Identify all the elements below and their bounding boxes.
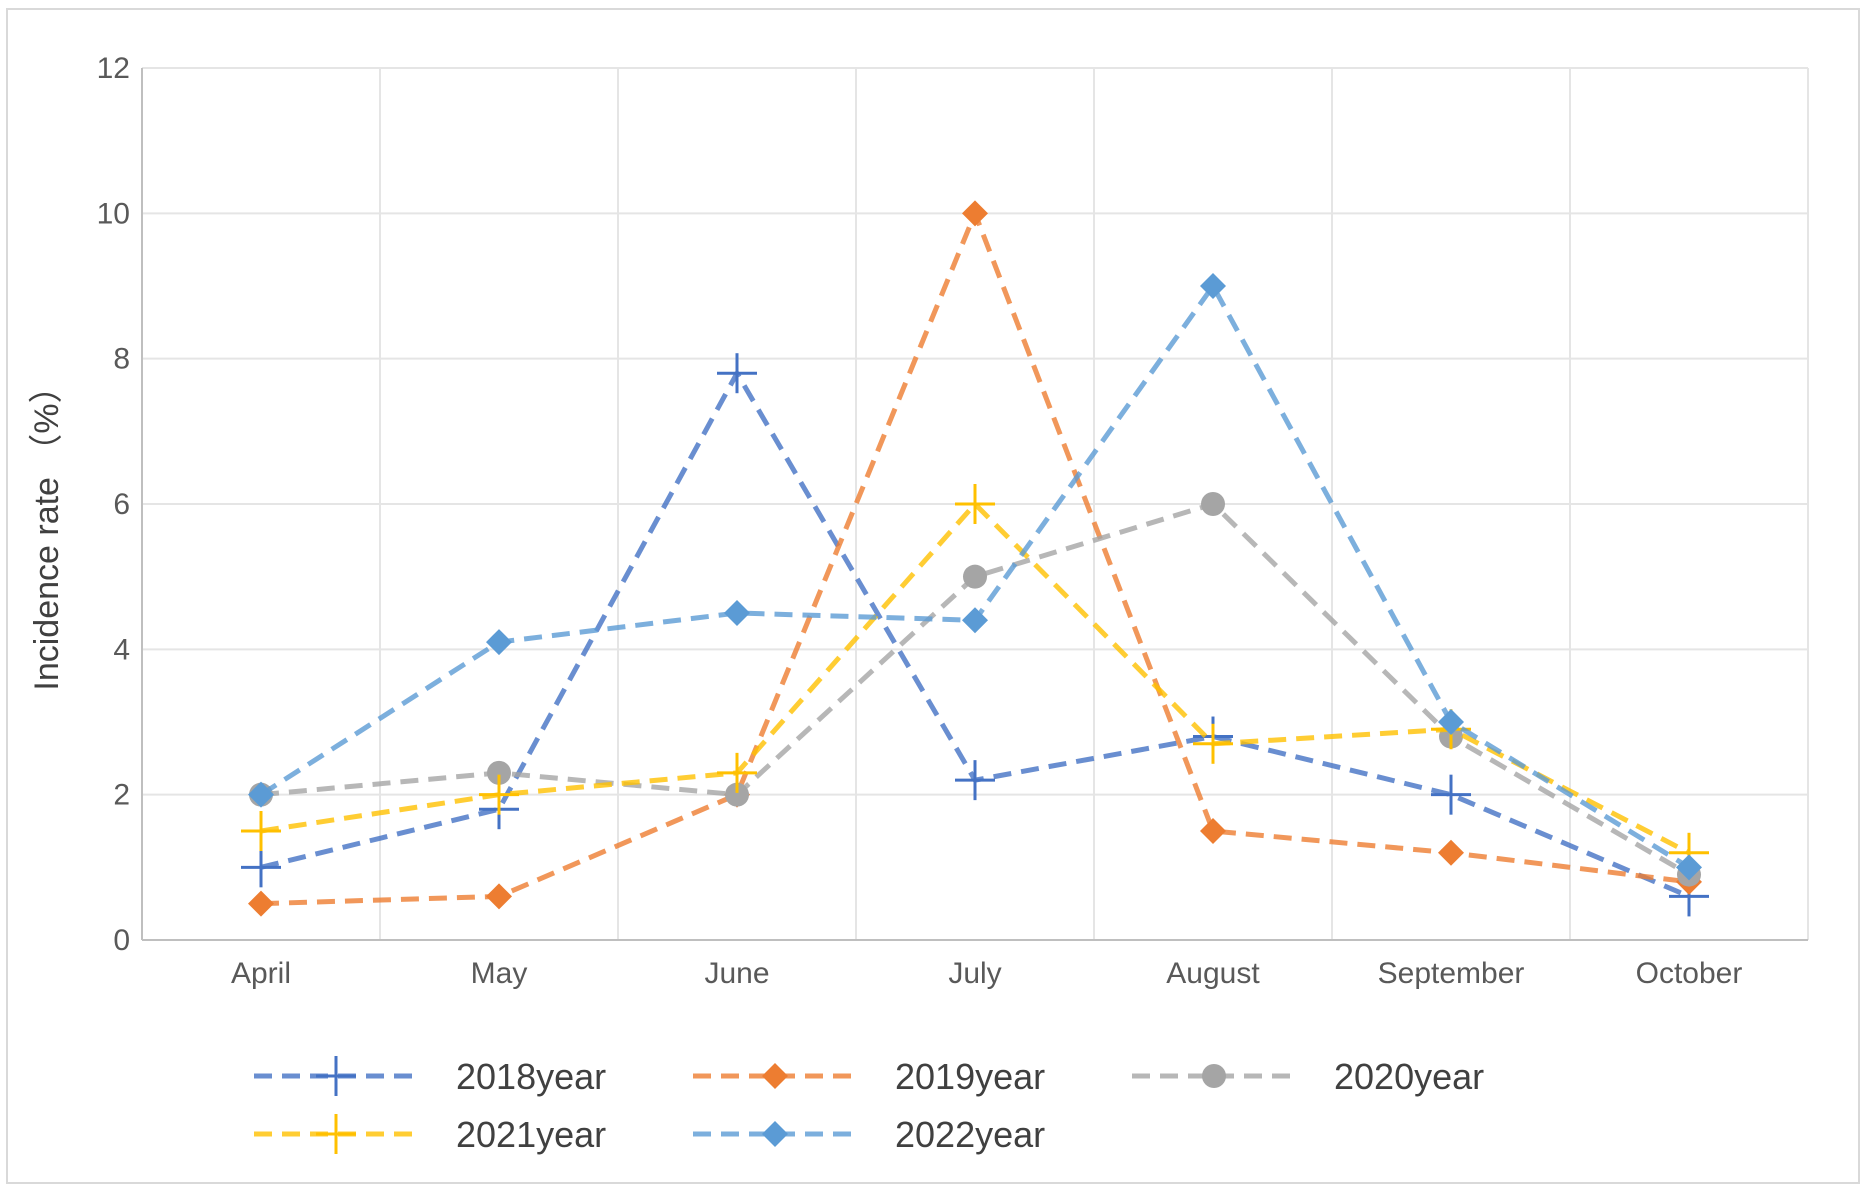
data-point [1431,774,1471,815]
data-point [1200,818,1226,844]
x-tick-label: September [1378,957,1525,990]
data-point [248,890,274,917]
legend-label: 2021year [456,1114,606,1155]
x-tick-label: October [1636,957,1743,990]
data-point [955,760,995,801]
series-2020year [249,492,1701,887]
y-tick-label: 6 [113,488,130,521]
gridlines [142,67,1809,940]
data-point [717,752,757,793]
data-point [962,607,988,634]
data-point [762,1121,788,1147]
data-point [724,600,750,626]
series-line [260,501,1691,877]
data-point [316,1056,356,1096]
data-point [1201,492,1225,516]
data-point [1193,723,1233,764]
data-point [725,782,749,807]
x-tick-labels: April May June July August September October [231,957,1742,990]
x-tick-label: August [1166,957,1260,990]
series-line [260,501,1691,856]
data-point [316,1114,356,1154]
legend-item: 2022year [693,1114,1045,1155]
y-tick-label: 8 [113,343,130,376]
data-point [1200,273,1226,299]
x-tick-label: May [471,957,528,990]
series-2022year [248,273,1702,881]
data-point [487,760,511,785]
series-line [260,370,1690,899]
legend: 2018year 2019year 2020year 2021year 2022year [254,1056,1484,1155]
legend-item: 2021year [254,1114,606,1155]
legend-label: 2018year [456,1056,606,1097]
data-point [717,353,757,394]
y-tick-labels: 0 2 4 6 8 10 12 [97,52,130,957]
series-lines [241,200,1709,917]
y-tick-label: 0 [113,924,130,957]
y-axis-label: Incidence rate （%） [28,369,66,690]
y-tick-label: 2 [113,779,130,812]
x-tick-label: July [948,957,1001,990]
legend-item: 2018year [254,1056,606,1097]
data-point [241,847,281,888]
data-point [486,629,512,656]
axes [141,68,1808,941]
data-point [1676,854,1702,881]
data-point [962,200,988,227]
data-point [1202,1064,1226,1088]
data-point [486,883,512,910]
legend-label: 2022year [895,1114,1045,1155]
data-point [955,484,995,524]
data-point [248,781,274,808]
y-tick-label: 4 [113,633,130,666]
y-tick-label: 12 [97,52,130,85]
data-point [963,564,987,589]
data-point [762,1063,788,1089]
legend-label: 2019year [895,1056,1045,1097]
legend-item: 2019year [693,1056,1045,1097]
legend-item: 2020year [1132,1056,1484,1097]
data-point [241,811,281,851]
y-tick-label: 10 [97,197,130,230]
x-tick-label: June [704,957,769,990]
chart-frame [6,8,1860,1184]
data-point [479,774,519,815]
data-point [1438,709,1464,735]
x-tick-label: April [231,957,291,990]
legend-label: 2020year [1334,1056,1484,1097]
data-point [1438,839,1464,866]
series-2018year [241,353,1709,917]
series-2021year [241,484,1709,873]
